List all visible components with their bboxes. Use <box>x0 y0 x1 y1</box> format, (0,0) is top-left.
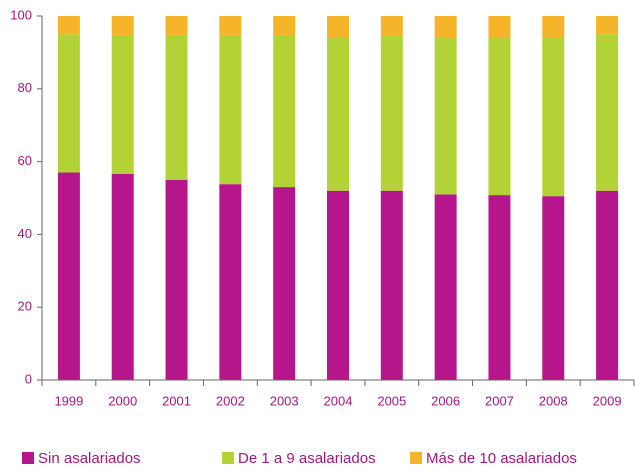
y-tick-label: 100 <box>10 7 32 22</box>
x-tick-label: 2003 <box>270 393 299 408</box>
bar-segment <box>596 34 619 191</box>
legend-swatch <box>22 452 34 464</box>
y-tick-label: 80 <box>18 80 32 95</box>
x-tick-label: 2007 <box>485 393 514 408</box>
bar-segment <box>327 16 349 38</box>
bar-segment <box>57 34 80 173</box>
legend-swatch <box>410 452 422 464</box>
bar-segment <box>273 16 296 35</box>
x-tick-label: 2000 <box>108 393 137 408</box>
bar-segment <box>57 172 80 380</box>
bar-segment <box>380 190 403 380</box>
y-tick-label: 0 <box>25 371 32 386</box>
bar-segment <box>542 196 565 380</box>
bar-segment <box>219 16 242 35</box>
y-tick-label: 60 <box>18 153 32 168</box>
y-tick-label: 20 <box>18 299 32 314</box>
x-tick-label: 2005 <box>377 393 406 408</box>
bar-segment <box>165 179 188 380</box>
bar-segment <box>380 36 403 191</box>
bar-segment <box>434 16 457 38</box>
bar-segment <box>57 16 80 35</box>
bar-segment <box>488 37 511 196</box>
bar-segment <box>434 37 457 195</box>
x-tick-label: 2006 <box>431 393 460 408</box>
x-tick-label: 1999 <box>54 393 83 408</box>
bar-segment <box>488 16 511 38</box>
x-tick-label: 2002 <box>216 393 245 408</box>
bar-segment <box>434 194 457 380</box>
legend: Sin asalariados De 1 a 9 asalariados Más d… <box>22 450 577 467</box>
x-tick-label: 2009 <box>593 393 622 408</box>
x-tick-label: 2008 <box>539 393 568 408</box>
bar-segment <box>165 16 188 35</box>
legend-label: De 1 a 9 asalariados <box>238 450 376 467</box>
bar-segment <box>596 16 619 35</box>
bar-segment <box>542 16 565 38</box>
bar-segment <box>488 195 511 380</box>
bar-segment <box>273 187 296 380</box>
bar-segment <box>165 34 188 180</box>
bar-segment <box>542 37 565 197</box>
bar-segment <box>327 37 349 191</box>
legend-label: Sin asalariados <box>38 450 141 467</box>
bar-segment <box>380 16 403 37</box>
bar-segment <box>327 190 349 380</box>
legend-label: Más de 10 asalariados <box>426 450 577 467</box>
x-tick-label: 2004 <box>324 393 353 408</box>
bar-segment <box>111 16 134 35</box>
bar-segment <box>219 34 242 185</box>
bar-segment <box>596 190 619 380</box>
bar-segment <box>111 173 134 380</box>
bar-segment <box>273 34 296 188</box>
bar-segment <box>111 34 134 174</box>
x-tick-label: 2001 <box>162 393 191 408</box>
bar-segment <box>219 184 242 380</box>
y-tick-label: 40 <box>18 226 32 241</box>
legend-swatch <box>222 452 234 464</box>
